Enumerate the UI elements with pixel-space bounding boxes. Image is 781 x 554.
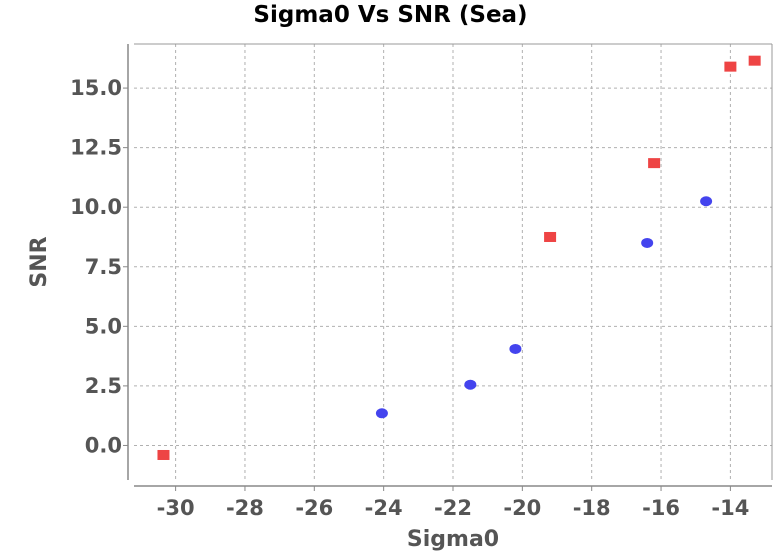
data-point-circle: [464, 379, 477, 390]
y-tick-label: 0.0: [85, 433, 122, 457]
data-point-circle: [509, 343, 522, 354]
y-tick-label: 15.0: [70, 76, 122, 100]
x-tick-label: -22: [434, 496, 472, 520]
x-axis-title: Sigma0: [407, 527, 499, 552]
data-point-square: [748, 55, 761, 66]
data-point-circle: [375, 408, 388, 419]
data-point-square: [157, 449, 170, 460]
y-tick-label: 2.5: [85, 374, 122, 398]
y-axis-title: SNR: [27, 236, 52, 287]
data-point-square: [544, 231, 557, 242]
x-tick-label: -20: [503, 496, 541, 520]
x-tick-label: -30: [157, 496, 195, 520]
x-tick-label: -16: [642, 496, 680, 520]
x-tick-label: -14: [711, 496, 749, 520]
y-tick-label: 7.5: [85, 255, 122, 279]
x-tick-label: -18: [573, 496, 611, 520]
data-point-circle: [700, 196, 713, 207]
y-tick-label: 5.0: [85, 314, 122, 338]
x-tick-label: -26: [295, 496, 333, 520]
data-point-circle: [641, 237, 654, 248]
x-tick-label: -24: [365, 496, 403, 520]
axes: [123, 43, 773, 491]
data-points: [157, 55, 761, 460]
y-tick-label: 12.5: [70, 136, 122, 160]
data-point-square: [648, 158, 661, 169]
x-tick-label: -28: [226, 496, 264, 520]
y-tick-label: 10.0: [70, 195, 122, 219]
tick-labels: -30 -28 -26 -24 -22 -20 -18 -16 -14 0.0 2.5 5.0 7.5 1…: [70, 76, 749, 520]
grid-lines: [134, 44, 772, 480]
chart-title: Sigma0 Vs SNR (Sea): [253, 2, 528, 28]
data-point-square: [724, 61, 737, 72]
